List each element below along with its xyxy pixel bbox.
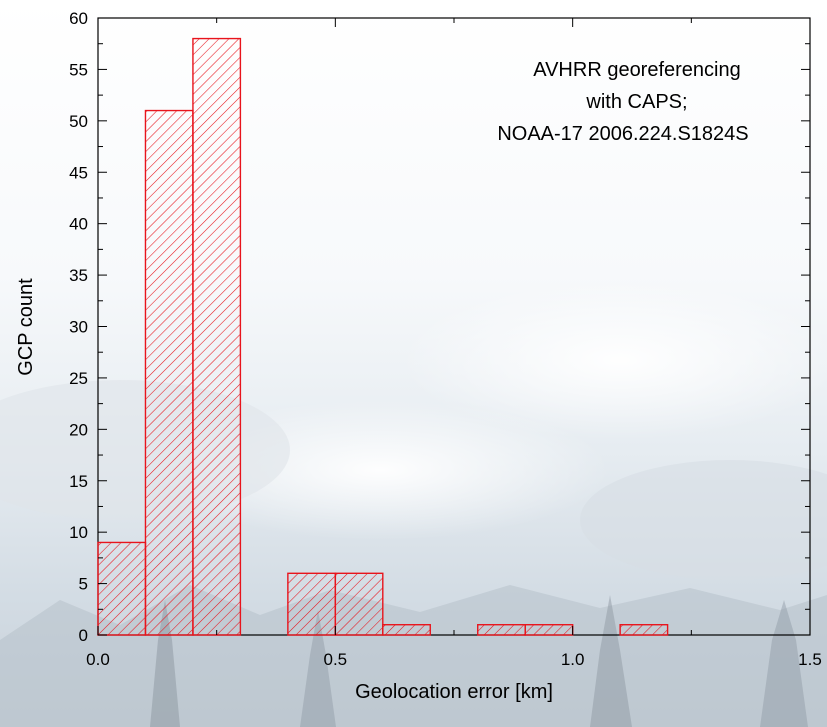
x-axis: 0.0 0.5 1.0 1.5 (86, 18, 822, 669)
y-tick-label: 0 (79, 626, 88, 645)
y-tick-label: 20 (69, 420, 88, 439)
x-tick-label: 0.0 (86, 650, 110, 669)
y-tick-label: 10 (69, 523, 88, 542)
annotation-line-1: AVHRR georeferencing (533, 59, 741, 81)
y-tick-label: 35 (69, 266, 88, 285)
annotation-box: AVHRR georeferencing with CAPS; NOAA-17 … (497, 59, 748, 145)
y-tick-label: 45 (69, 163, 88, 182)
y-tick-label: 30 (69, 318, 88, 337)
histogram-bar (382, 624, 431, 636)
histogram-bar (192, 37, 242, 636)
histogram-bar (144, 109, 194, 636)
bars-group (97, 37, 669, 636)
histogram-bar (477, 624, 526, 636)
histogram-bar (334, 572, 384, 636)
annotation-line-2: with CAPS; (585, 91, 687, 113)
histogram-bar (524, 624, 574, 636)
y-tick-label: 5 (79, 575, 88, 594)
annotation-line-3: NOAA-17 2006.224.S1824S (497, 123, 748, 145)
histogram-bar (619, 624, 669, 636)
y-tick-label: 40 (69, 215, 88, 234)
x-tick-label: 1.0 (561, 650, 585, 669)
y-tick-label: 25 (69, 369, 88, 388)
y-tick-label: 50 (69, 112, 88, 131)
y-tick-label: 15 (69, 472, 88, 491)
x-tick-label: 0.5 (324, 650, 348, 669)
histogram-bar (97, 541, 147, 636)
y-axis: 0 5 10 15 20 25 30 35 40 45 50 55 60 (69, 9, 810, 645)
y-axis-title: GCP count (15, 278, 37, 376)
x-tick-label: 1.5 (798, 650, 822, 669)
histogram-bar (287, 572, 337, 636)
x-axis-title: Geolocation error [km] (355, 681, 553, 703)
y-tick-label: 55 (69, 60, 88, 79)
y-tick-label: 60 (69, 9, 88, 28)
